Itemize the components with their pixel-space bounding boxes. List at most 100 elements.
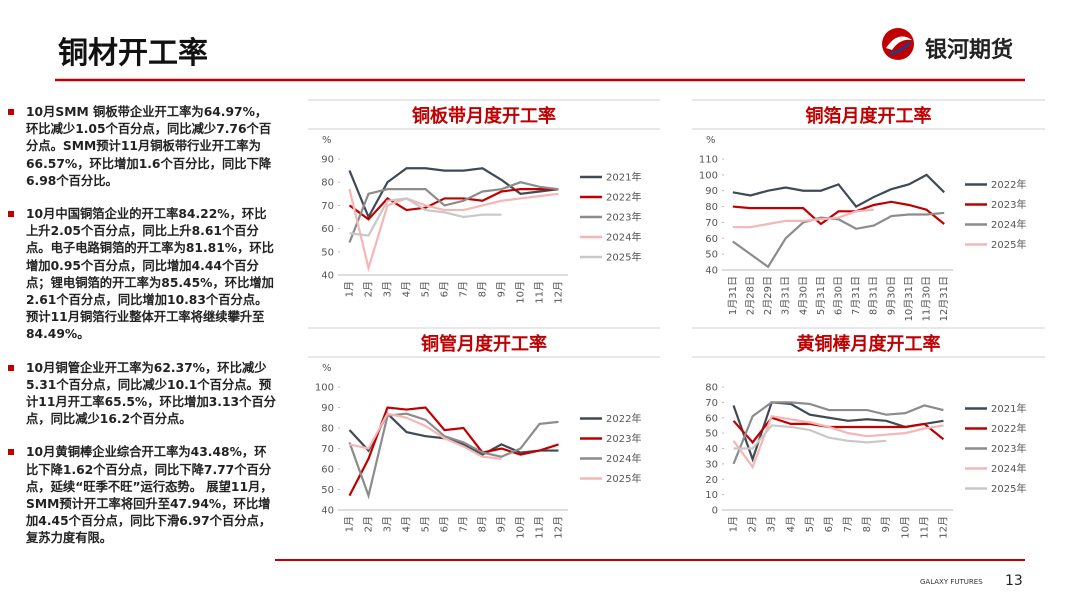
x-tick-label: 9月 bbox=[496, 516, 508, 532]
x-tick-label: 1月 bbox=[344, 516, 356, 532]
series-line bbox=[348, 411, 559, 456]
x-tick-label: 2月 bbox=[363, 281, 375, 297]
x-tick-label: 9月 bbox=[880, 516, 892, 532]
chart-title: 铜箔月度开工率 bbox=[806, 105, 932, 127]
bullet: 10月SMM 铜板带企业开工率为64.97%，环比减少1.05个百分点，同比减少… bbox=[6, 104, 276, 190]
y-tick-label: 110 bbox=[699, 155, 718, 166]
x-tick-label: 3月 bbox=[382, 516, 394, 532]
bullet: 10月中国铜箔企业的开工率84.22%，环比上升2.05个百分点，同比上升8.6… bbox=[6, 206, 276, 344]
y-tick-label: 80 bbox=[705, 202, 718, 213]
series-line bbox=[349, 197, 502, 237]
y-tick-label: 20 bbox=[705, 475, 718, 486]
x-tick-label: 12月 bbox=[553, 516, 565, 539]
x-tick-label: 3月 bbox=[382, 281, 394, 297]
x-tick-label: 7月31日 bbox=[850, 276, 862, 315]
x-tick-label: 5月 bbox=[420, 516, 432, 532]
y-unit: % bbox=[322, 135, 332, 146]
x-tick-label: 11月 bbox=[918, 516, 930, 539]
x-tick-label: 9月30日 bbox=[885, 276, 897, 315]
x-tick-label: 2月 bbox=[363, 516, 375, 532]
x-tick-label: 8月 bbox=[477, 281, 489, 297]
bullet: 10月黄铜棒企业综合开工率为43.48%，环比下降1.62个百分点，同比下降7.… bbox=[6, 444, 276, 547]
x-tick-label: 1月 bbox=[728, 516, 740, 532]
logo-text: 银河期货 bbox=[925, 38, 1014, 63]
y-tick-label: 50 bbox=[705, 250, 718, 261]
series-line bbox=[348, 167, 559, 220]
y-tick-label: 60 bbox=[705, 413, 718, 424]
legend-label: 2024年 bbox=[606, 231, 641, 244]
y-tick-label: 40 bbox=[321, 506, 334, 517]
series-line bbox=[348, 188, 559, 221]
legend-label: 2021年 bbox=[991, 402, 1026, 415]
x-tick-label: 7月 bbox=[458, 281, 470, 297]
x-tick-label: 8月 bbox=[861, 516, 873, 532]
series-line bbox=[732, 211, 945, 269]
x-tick-label: 10月31日 bbox=[903, 276, 915, 321]
x-tick-label: 4月 bbox=[785, 516, 797, 532]
y-tick-label: 30 bbox=[705, 459, 718, 470]
series-line bbox=[348, 412, 559, 500]
legend-label: 2025年 bbox=[606, 251, 641, 264]
x-tick-label: 7月 bbox=[842, 516, 854, 532]
x-tick-label: 10月 bbox=[899, 516, 911, 539]
x-tick-label: 3月 bbox=[766, 516, 778, 532]
y-tick-label: 100 bbox=[315, 383, 334, 394]
y-tick-label: 10 bbox=[705, 490, 718, 501]
series-line bbox=[733, 424, 887, 450]
x-tick-label: 4月 bbox=[401, 516, 413, 532]
x-tick-label: 6月 bbox=[439, 516, 451, 532]
y-tick-label: 100 bbox=[699, 170, 718, 181]
bullet-list: 10月SMM 铜板带企业开工率为64.97%，环比减少1.05个百分点，同比减少… bbox=[6, 104, 276, 564]
legend-label: 2022年 bbox=[991, 178, 1026, 191]
x-tick-label: 9月 bbox=[496, 281, 508, 297]
footer-brand: GALAXY FUTURES bbox=[920, 578, 983, 586]
y-tick-label: 0 bbox=[712, 506, 718, 517]
x-tick-label: 11月 bbox=[534, 516, 546, 539]
x-tick-label: 2月29日 bbox=[762, 276, 774, 315]
legend-label: 2024年 bbox=[991, 462, 1026, 475]
chart-title: 铜管月度开工率 bbox=[421, 333, 547, 355]
x-tick-label: 6月 bbox=[439, 281, 451, 297]
x-tick-label: 8月 bbox=[477, 516, 489, 532]
legend-label: 2024年 bbox=[991, 218, 1026, 231]
legend-label: 2024年 bbox=[606, 452, 641, 465]
legend-label: 2023年 bbox=[991, 442, 1026, 455]
y-tick-label: 90 bbox=[705, 186, 718, 197]
legend-label: 2025年 bbox=[991, 482, 1026, 495]
y-unit: % bbox=[322, 363, 332, 374]
series-line bbox=[348, 406, 559, 497]
series-line bbox=[732, 401, 944, 465]
y-tick-label: 70 bbox=[321, 201, 334, 212]
legend-label: 2022年 bbox=[606, 412, 641, 425]
x-tick-label: 10月 bbox=[515, 281, 527, 304]
x-tick-label: 4月30日 bbox=[797, 276, 809, 315]
x-tick-label: 12月 bbox=[937, 516, 949, 539]
y-tick-label: 60 bbox=[705, 234, 718, 245]
x-tick-label: 3月31日 bbox=[780, 276, 792, 315]
bullet: 10月铜管企业开工率为62.37%，环比减少5.31个百分点，同比减少10.1个… bbox=[6, 360, 276, 429]
y-tick-label: 50 bbox=[705, 429, 718, 440]
x-tick-label: 1月 bbox=[344, 281, 356, 297]
x-tick-label: 10月 bbox=[515, 516, 527, 539]
series-line bbox=[349, 412, 502, 460]
legend-label: 2025年 bbox=[606, 472, 641, 485]
series-line bbox=[348, 181, 559, 243]
x-tick-label: 8月31日 bbox=[868, 276, 880, 315]
y-tick-label: 80 bbox=[321, 178, 334, 189]
x-tick-label: 2月 bbox=[747, 516, 759, 532]
legend-label: 2025年 bbox=[991, 238, 1026, 251]
x-tick-label: 11月 bbox=[534, 281, 546, 304]
y-tick-label: 90 bbox=[321, 403, 334, 414]
x-tick-label: 6月 bbox=[823, 516, 835, 532]
x-tick-label: 2月28日 bbox=[744, 276, 756, 315]
x-tick-label: 5月 bbox=[804, 516, 816, 532]
x-tick-label: 5月 bbox=[420, 281, 432, 297]
series-line bbox=[732, 173, 945, 208]
y-tick-label: 70 bbox=[705, 218, 718, 229]
legend-label: 2022年 bbox=[606, 191, 641, 204]
y-tick-label: 90 bbox=[321, 155, 334, 166]
y-tick-label: 40 bbox=[321, 271, 334, 282]
x-tick-label: 11月30日 bbox=[921, 276, 933, 321]
